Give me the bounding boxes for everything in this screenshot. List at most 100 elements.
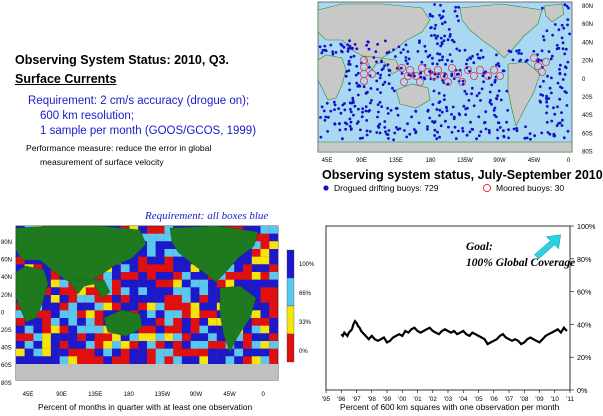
drifting-buoy-dot	[418, 39, 421, 43]
coverage-box	[147, 295, 156, 303]
drifting-buoy-legend-label: Drogued drifting buoys: 729	[334, 183, 439, 193]
chart-y-tick-label: 0%	[577, 386, 588, 395]
map2-lon-label: 180	[124, 392, 135, 398]
coverage-box	[103, 356, 112, 364]
coverage-box	[16, 310, 25, 318]
drifting-buoy-dot	[562, 136, 566, 140]
moored-buoy-marker	[398, 64, 407, 73]
drifting-buoy-dot	[440, 41, 444, 44]
chart-x-caption: Percent of 600 km squares with one obser…	[340, 402, 560, 412]
drifting-buoy-dot	[402, 48, 405, 51]
coverage-box	[59, 295, 69, 303]
drifting-buoy-dot	[407, 57, 411, 61]
drifting-buoy-dot	[523, 136, 527, 140]
coverage-series-line	[340, 319, 568, 346]
coverage-box	[234, 333, 243, 341]
coverage-box	[190, 356, 200, 364]
drifting-buoy-dot	[462, 104, 466, 108]
coverage-box	[251, 264, 261, 272]
drifting-buoy-dot	[431, 103, 435, 106]
coverage-box	[85, 318, 95, 326]
drifting-buoy-dot	[457, 19, 460, 23]
drifting-buoy-dot	[397, 45, 401, 49]
drifting-buoy-dot	[379, 91, 382, 94]
drifting-buoy-dot	[441, 22, 444, 26]
drifting-buoy-dot	[560, 23, 564, 27]
drifting-buoy-dot	[442, 75, 446, 78]
moored-buoy-marker	[483, 72, 492, 81]
chart-x-tick-label: '03	[444, 396, 453, 403]
moored-buoy-marker	[434, 66, 443, 75]
coverage-box	[147, 233, 156, 242]
coverage-box	[269, 249, 278, 257]
drifting-buoy-dot	[567, 6, 570, 10]
coverage-box	[269, 272, 278, 280]
drifting-buoy-dot	[351, 96, 355, 100]
drifting-buoy-dot	[455, 73, 459, 76]
drifting-buoy-dot	[432, 89, 436, 93]
drifting-buoy-dot	[352, 54, 356, 58]
coverage-box	[42, 272, 51, 280]
coverage-box	[251, 272, 261, 280]
coverage-box	[16, 341, 25, 349]
page-title: Observing System Status: 2010, Q3.	[15, 53, 229, 67]
coverage-box	[208, 318, 217, 326]
drifting-buoy-dot	[469, 120, 472, 124]
coverage-box	[112, 333, 121, 341]
chart-x-tick-label: '11	[566, 396, 574, 403]
coverage-box	[243, 249, 252, 257]
drifting-buoy-dot	[331, 50, 335, 54]
drifting-buoy-dot	[376, 71, 380, 75]
coverage-box	[173, 249, 182, 257]
drifting-buoy-dot	[436, 34, 440, 38]
coverage-box	[190, 302, 200, 311]
coverage-box	[190, 279, 200, 288]
drifting-buoy-dot	[498, 126, 502, 129]
chart-x-tick-label: '99	[383, 396, 392, 403]
drifting-buoy-dot	[477, 115, 481, 119]
coverage-box	[68, 310, 78, 318]
drifting-buoy-dot	[323, 48, 327, 52]
drifting-buoy-dot	[355, 122, 359, 125]
drifting-buoy-dot	[439, 124, 443, 128]
drifting-buoy-dot	[348, 124, 352, 128]
colorbar-label: 66%	[299, 291, 312, 297]
coverage-box	[225, 279, 235, 288]
drifting-buoy-dot	[344, 127, 347, 131]
coverage-box	[50, 341, 60, 349]
map2-lat-label: 40N	[1, 275, 12, 281]
drifting-buoy-dot	[337, 107, 340, 110]
map1-lat-label: 60N	[582, 22, 593, 28]
drifting-buoy-dot	[332, 100, 336, 104]
drifting-buoy-dot	[431, 62, 435, 66]
drifting-buoy-dot	[433, 128, 437, 132]
coverage-box	[208, 302, 217, 311]
drifting-buoy-dot	[356, 93, 360, 97]
map2-lon-label: 135E	[88, 392, 102, 398]
colorbar-swatch	[286, 305, 295, 335]
eurasia-shape	[317, 3, 431, 61]
drifting-buoy-dot	[365, 119, 369, 122]
drifting-buoy-dot	[475, 94, 479, 98]
drifting-buoy-dot	[426, 55, 430, 59]
drifting-buoy-dot	[394, 55, 397, 58]
drifting-buoy-dot	[396, 113, 400, 117]
coverage-box	[138, 310, 147, 318]
drifting-buoy-dot	[559, 63, 562, 67]
drifting-buoy-dot	[545, 100, 548, 104]
drifting-buoy-dot	[320, 105, 324, 109]
drifting-buoy-dot	[496, 136, 500, 140]
drifting-buoy-dot	[345, 122, 349, 126]
coverage-box	[173, 333, 182, 341]
coverage-box	[155, 272, 165, 280]
drifting-buoy-dot	[520, 52, 523, 55]
coverage-box	[24, 341, 34, 349]
drifting-buoy-dot	[452, 77, 456, 80]
coverage-box	[42, 341, 51, 349]
coverage-box	[208, 348, 217, 357]
drifting-buoy-dot	[542, 79, 545, 83]
coverage-box	[208, 295, 217, 303]
map2-lat-label: 80N	[1, 240, 12, 246]
coverage-box	[129, 348, 139, 357]
drifting-buoy-dot	[341, 137, 344, 141]
